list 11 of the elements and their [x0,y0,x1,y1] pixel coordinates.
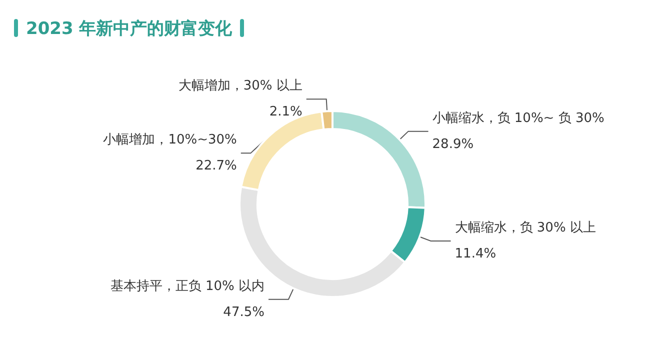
data-label: 47.5% [223,304,264,320]
chart-title: 2023 年新中产的财富变化 [26,18,232,40]
slice-label: 小幅缩水，负 10%~ 负 30% [432,110,604,126]
data-label: 28.9% [432,136,474,152]
slice-label: 小幅增加，10%~30% [103,132,237,148]
slice-label: 大幅缩水，负 30% 以上 [454,220,596,236]
slice-label: 基本持平，正负 10% 以内 [110,278,264,294]
data-label: 11.4% [454,246,496,262]
data-label: 22.7% [196,158,237,174]
data-label: 2.1% [269,104,302,120]
slice-label: 大幅增加，30% 以上 [178,78,302,94]
